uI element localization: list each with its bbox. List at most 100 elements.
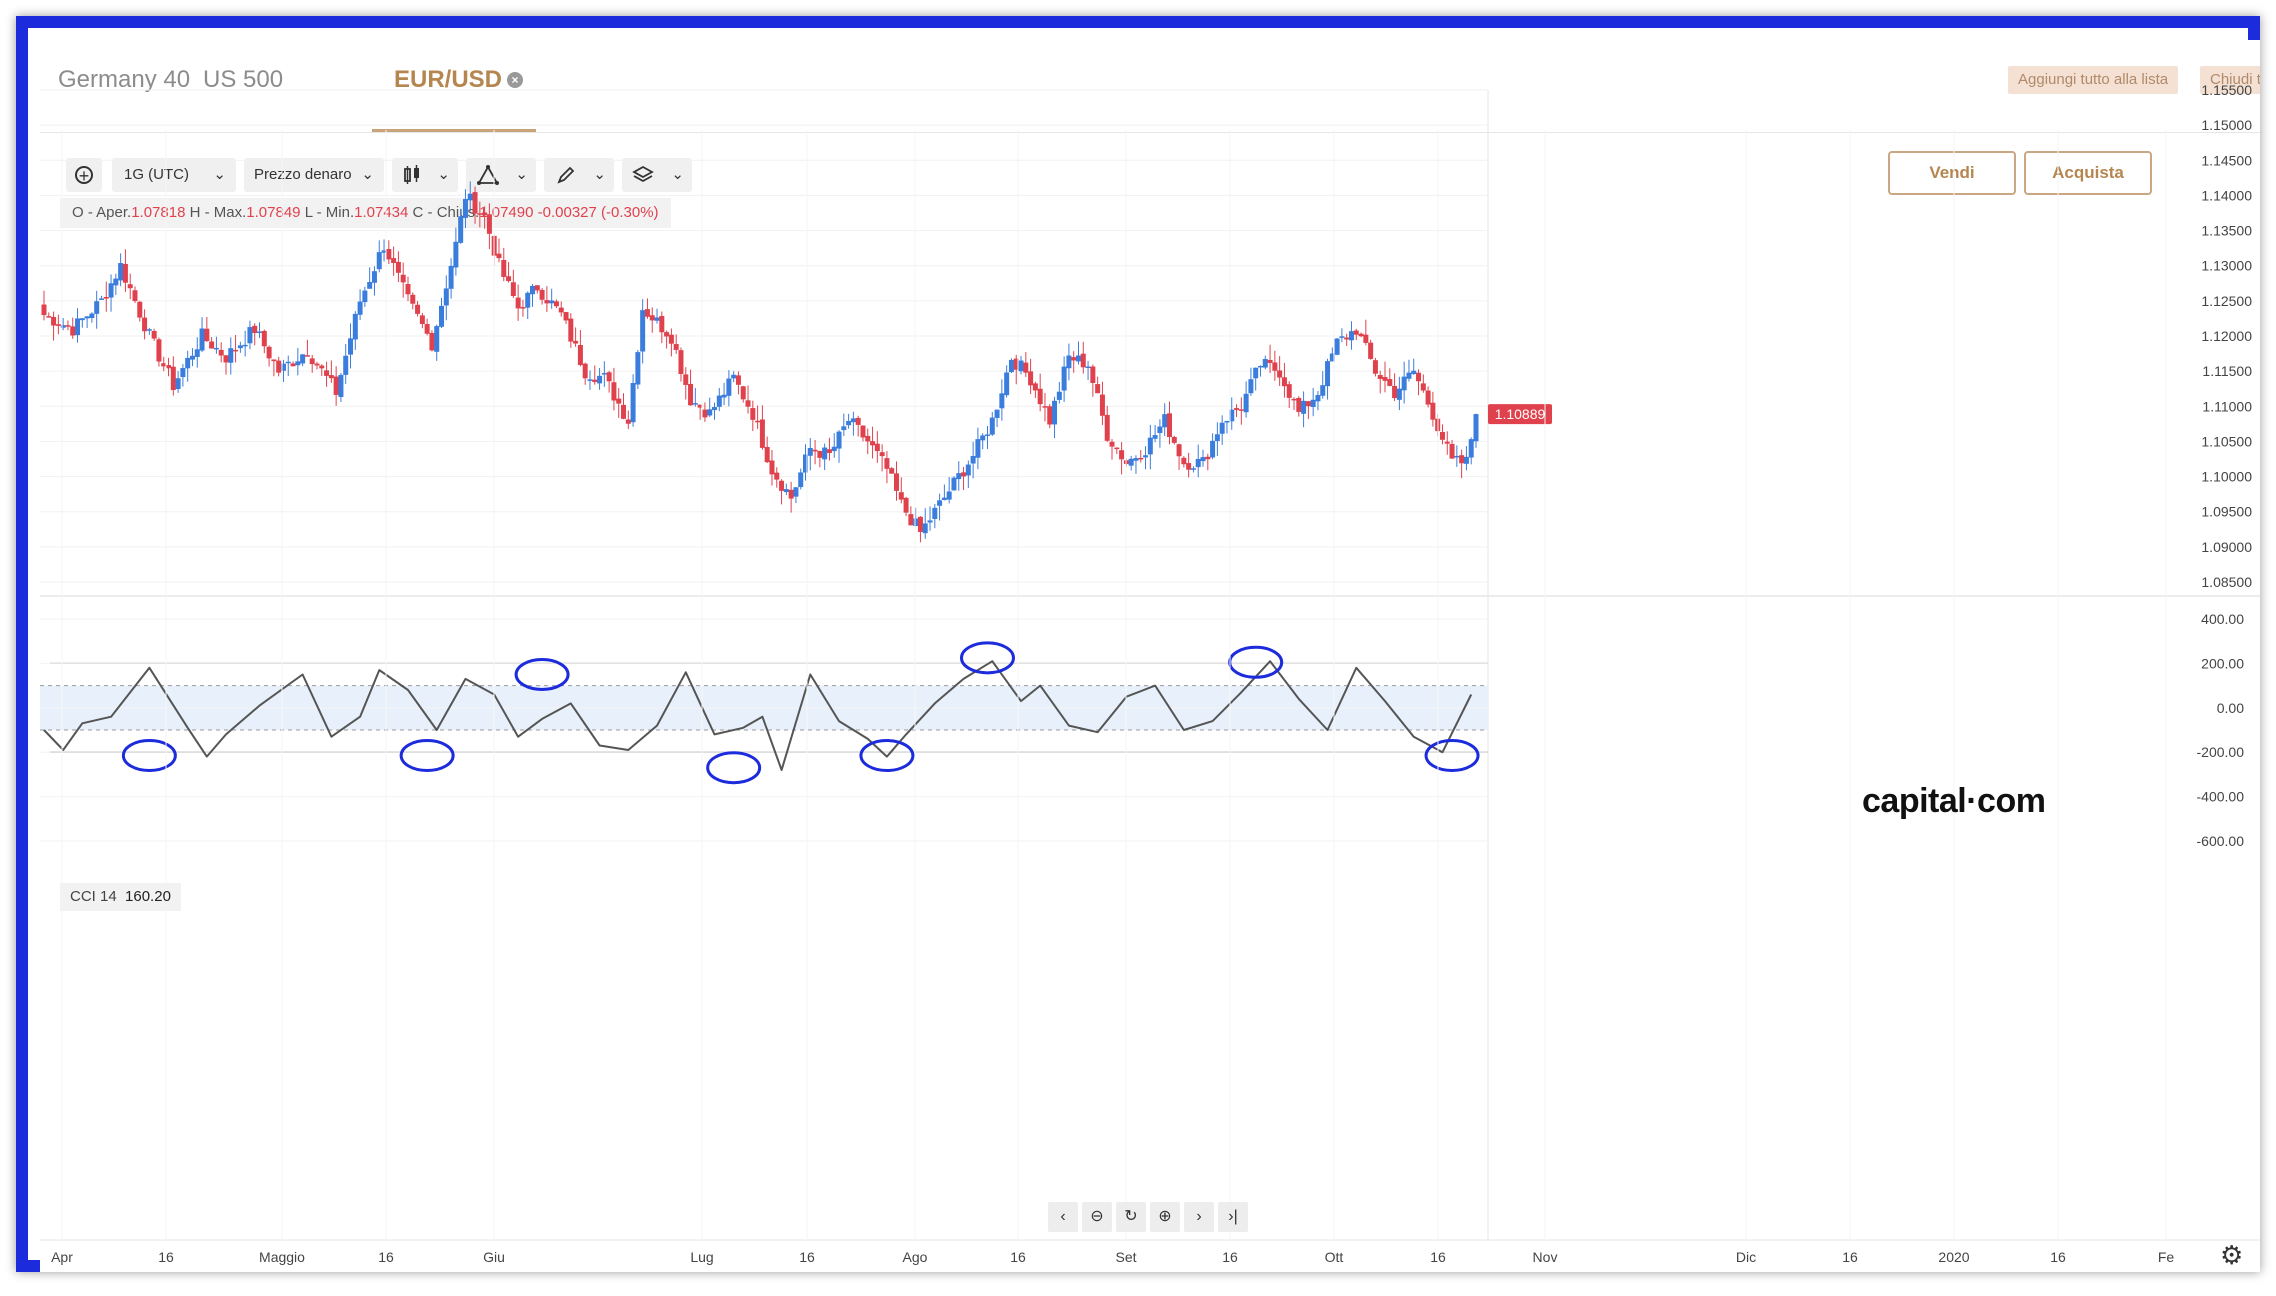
candle-body — [400, 274, 406, 283]
candle-body — [1396, 388, 1402, 400]
close-all-button[interactable]: Chiudi tu — [2200, 66, 2260, 94]
candle-body — [673, 344, 679, 350]
x-tick-label: Apr — [51, 1249, 73, 1265]
candle-body — [1339, 336, 1345, 338]
last-price-tag — [1488, 404, 1552, 425]
candle-body — [635, 352, 641, 385]
candle-body — [774, 472, 780, 480]
candle-body — [1387, 379, 1393, 386]
scroll-to-end-button[interactable]: ›| — [1218, 1202, 1248, 1232]
candle-body — [285, 361, 291, 364]
tab-germany-40[interactable]: Germany 40 — [58, 66, 191, 93]
pencil-tools-select[interactable]: ⌄ — [544, 158, 614, 192]
candle-body — [1411, 370, 1417, 375]
close-icon[interactable]: × — [507, 72, 523, 88]
candle-body — [166, 365, 172, 369]
cci-highlight-circle — [959, 641, 1015, 675]
candle-body — [314, 363, 320, 366]
candle-body — [683, 374, 689, 385]
candle-body — [980, 435, 986, 441]
candle-body — [1368, 342, 1374, 359]
candle-body — [1071, 357, 1077, 361]
price-tick-label: 1.12000 — [2201, 328, 2252, 344]
candle-body — [328, 375, 334, 379]
candle-body — [161, 363, 167, 367]
interval-value: 1G (UTC) — [124, 166, 189, 183]
candle-body — [764, 446, 770, 463]
plus-circle-icon: + — [75, 166, 93, 185]
candle-body — [199, 328, 205, 351]
candle-body — [113, 278, 119, 286]
candle-body — [956, 473, 962, 480]
drawing-tools-select[interactable]: ⌄ — [466, 158, 536, 192]
price-type-select[interactable]: Prezzo denaro ⌄ — [244, 158, 384, 192]
candle-body — [443, 288, 449, 306]
candle-body — [750, 408, 756, 420]
add-indicator-button[interactable]: + — [66, 158, 102, 192]
candle-body — [1099, 394, 1105, 416]
candle-body — [75, 318, 81, 336]
candle-body — [1186, 463, 1192, 470]
zoom-in-button[interactable]: ⊕ — [1150, 1202, 1180, 1232]
x-tick-label: Nov — [1533, 1249, 1558, 1265]
candle-body — [1238, 409, 1244, 411]
candle-body — [831, 446, 837, 452]
candle-body — [1210, 440, 1216, 458]
candle-body — [1454, 455, 1460, 458]
tab-us-500[interactable]: US 500 — [203, 66, 284, 93]
candle-body — [1109, 441, 1115, 447]
price-tick-label: 1.11500 — [2202, 363, 2252, 379]
scroll-left-button[interactable]: ‹ — [1048, 1202, 1078, 1232]
candle-body — [716, 395, 722, 407]
candle-body — [846, 420, 852, 426]
buy-button[interactable]: Acquista — [2024, 151, 2152, 195]
candle-body — [697, 404, 703, 408]
candle-body — [1075, 355, 1081, 362]
candle-body — [1128, 458, 1134, 466]
candle-body — [175, 378, 181, 389]
cci-highlight-circle — [859, 739, 915, 773]
layers-select[interactable]: ⌄ — [622, 158, 692, 192]
candle-body — [913, 518, 919, 526]
tab-eur-usd[interactable]: EUR/USD — [394, 66, 503, 93]
gear-icon[interactable]: ⚙ — [2220, 1240, 2244, 1270]
candle-body — [692, 403, 698, 405]
candle-body — [779, 480, 785, 491]
zoom-out-button[interactable]: ⊖ — [1082, 1202, 1112, 1232]
interval-select[interactable]: 1G (UTC) ⌄ — [112, 158, 236, 192]
candle-body — [1032, 383, 1038, 391]
chevron-down-icon: ⌄ — [515, 166, 528, 183]
price-tick-label: 1.14500 — [2201, 152, 2252, 168]
price-type-value: Prezzo denaro — [254, 166, 352, 183]
candle-body — [1325, 361, 1331, 387]
sell-button[interactable]: Vendi — [1888, 151, 2016, 195]
candle-body — [419, 315, 425, 324]
candle-body — [1171, 436, 1177, 443]
candle-body — [879, 452, 885, 457]
candle-body — [1114, 447, 1120, 450]
x-tick-label: 16 — [1430, 1249, 1446, 1265]
candle-body — [582, 363, 588, 379]
candle-body — [1056, 391, 1062, 400]
candle-body — [597, 375, 603, 384]
candle-body — [841, 426, 847, 431]
candle-body — [1358, 333, 1364, 337]
reset-button[interactable]: ↻ — [1116, 1202, 1146, 1232]
skip-end-icon: ›| — [1228, 1208, 1238, 1225]
candle-body — [1162, 414, 1168, 428]
candle-body — [194, 349, 200, 357]
candle-body — [644, 309, 650, 317]
scroll-right-button[interactable]: › — [1184, 1202, 1214, 1232]
add-all-to-list-button[interactable]: Aggiungi tutto alla lista — [2008, 66, 2179, 94]
cci-tick-label: 400.00 — [2201, 611, 2244, 627]
chart-type-select[interactable]: ⌄ — [392, 158, 458, 192]
candle-body — [391, 258, 397, 263]
candle-body — [850, 418, 856, 423]
candle-body — [577, 345, 583, 366]
candle-body — [252, 325, 258, 334]
price-tick-label: 1.11000 — [2202, 398, 2252, 414]
candle-body — [941, 497, 947, 500]
candle-body — [180, 368, 186, 378]
price-chart[interactable]: 1.15500 1.15000 1.14500 1.14000 1.13500 1.130… — [40, 40, 2260, 1272]
candle-body — [1468, 439, 1474, 458]
